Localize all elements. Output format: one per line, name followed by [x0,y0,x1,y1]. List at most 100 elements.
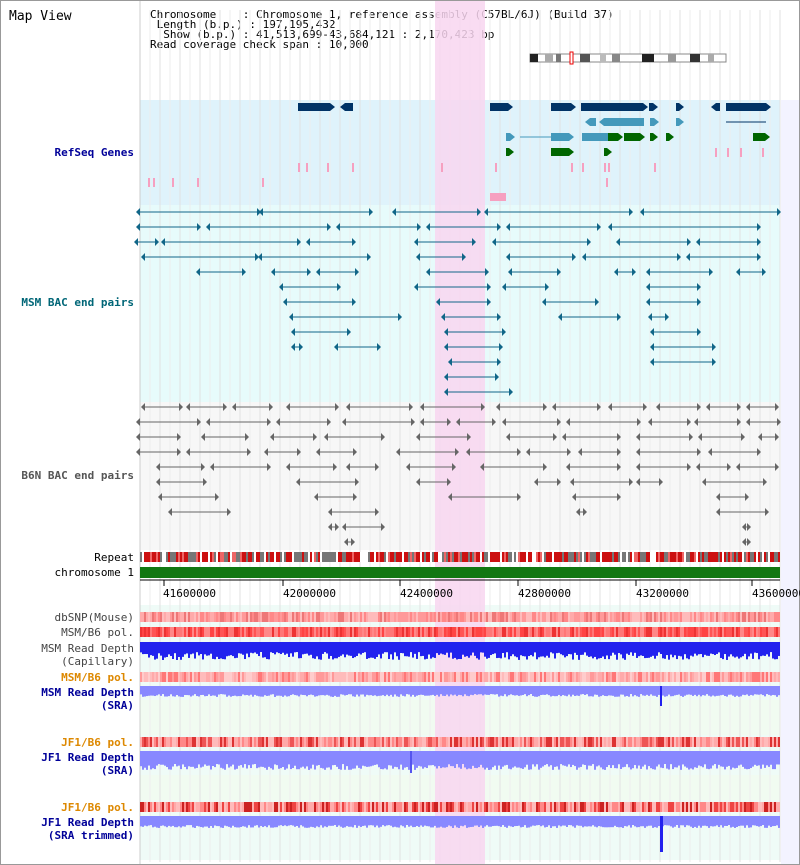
snp-mark [606,178,608,187]
heat-mark [384,802,386,812]
heat-mark [406,672,408,682]
heat-mark [468,672,470,682]
heat-mark [668,802,670,812]
depth-mark [488,686,490,695]
heat-mark [170,612,172,622]
heat-mark [254,627,256,637]
depth-mark [416,816,418,827]
depth-mark [150,751,152,770]
heat-mark [452,612,454,622]
chromosome-bar [140,567,780,578]
heat-mark [356,612,358,622]
repeat-mark [478,552,480,562]
depth-mark [618,686,620,697]
depth-mark [642,816,644,827]
heat-mark [396,627,398,637]
heat-mark [512,627,514,637]
b6n-bac-pair-end [409,403,413,411]
heat-mark [692,612,694,622]
depth-mark [722,642,724,660]
heat-mark [776,612,778,622]
heat-mark [672,627,674,637]
repeat-mark [580,552,582,562]
heat-mark [724,672,726,682]
heat-mark [502,802,504,812]
track-label-b6n-bac[interactable]: B6N BAC end pairs [21,469,134,482]
heat-mark [548,737,550,747]
depth-mark [314,642,316,659]
heat-mark [622,802,624,812]
heat-mark [312,627,314,637]
depth-mark [272,642,274,653]
heat-mark [774,627,776,637]
depth-mark [370,642,372,658]
ideogram-band [690,54,700,62]
track-label-msm-depth-sra-sub: (SRA) [100,699,134,712]
heat-mark [382,612,384,622]
depth-mark [256,751,258,769]
heat-mark [624,802,626,812]
repeat-mark [496,552,498,562]
depth-mark [184,686,186,696]
track-label-refseq[interactable]: RefSeq Genes [54,146,134,159]
heat-mark [218,612,220,622]
depth-mark [296,751,298,770]
depth-mark [206,642,208,656]
depth-mark [560,686,562,697]
repeat-mark [594,552,596,562]
heat-mark [388,627,390,637]
heat-mark [600,802,602,812]
depth-mark [518,816,520,826]
depth-mark [252,686,254,697]
depth-mark [592,686,594,697]
depth-mark [670,816,672,827]
msm-bac-pair-end [444,373,448,381]
heat-mark [682,672,684,682]
heat-mark [758,627,760,637]
repeat-mark [472,552,474,562]
heat-mark [768,672,770,682]
heat-mark [482,802,484,812]
depth-mark [596,816,598,828]
depth-mark [400,642,402,654]
depth-mark [324,642,326,653]
repeat-mark [232,552,234,562]
heat-mark [220,627,222,637]
repeat-mark [278,552,280,562]
depth-mark [158,642,160,654]
depth-mark [364,686,366,697]
heat-mark [678,737,680,747]
heat-mark [430,627,432,637]
depth-mark [750,642,752,654]
depth-mark [412,751,414,765]
heat-mark [290,802,292,812]
heat-mark [446,802,448,812]
depth-mark [418,816,420,827]
depth-mark [224,686,226,695]
depth-mark [658,642,660,653]
heat-mark [554,672,556,682]
depth-mark [148,751,150,766]
heat-mark [314,802,316,812]
depth-mark [528,642,530,657]
repeat-mark [424,552,426,562]
depth-mark [244,751,246,765]
depth-mark [714,686,716,697]
depth-mark [534,751,536,767]
b6n-bac-pair-end [777,418,781,426]
heat-mark [652,802,654,812]
depth-mark [436,751,438,769]
depth-mark [488,816,490,827]
repeat-mark [632,552,634,562]
depth-mark [772,686,774,695]
depth-mark [406,642,408,657]
depth-mark [562,686,564,696]
heat-mark [302,802,304,812]
gene-block [604,118,644,126]
heat-mark [330,672,332,682]
track-label-msm-bac[interactable]: MSM BAC end pairs [21,296,134,309]
heat-mark [298,627,300,637]
heat-mark [384,612,386,622]
heat-mark [322,612,324,622]
